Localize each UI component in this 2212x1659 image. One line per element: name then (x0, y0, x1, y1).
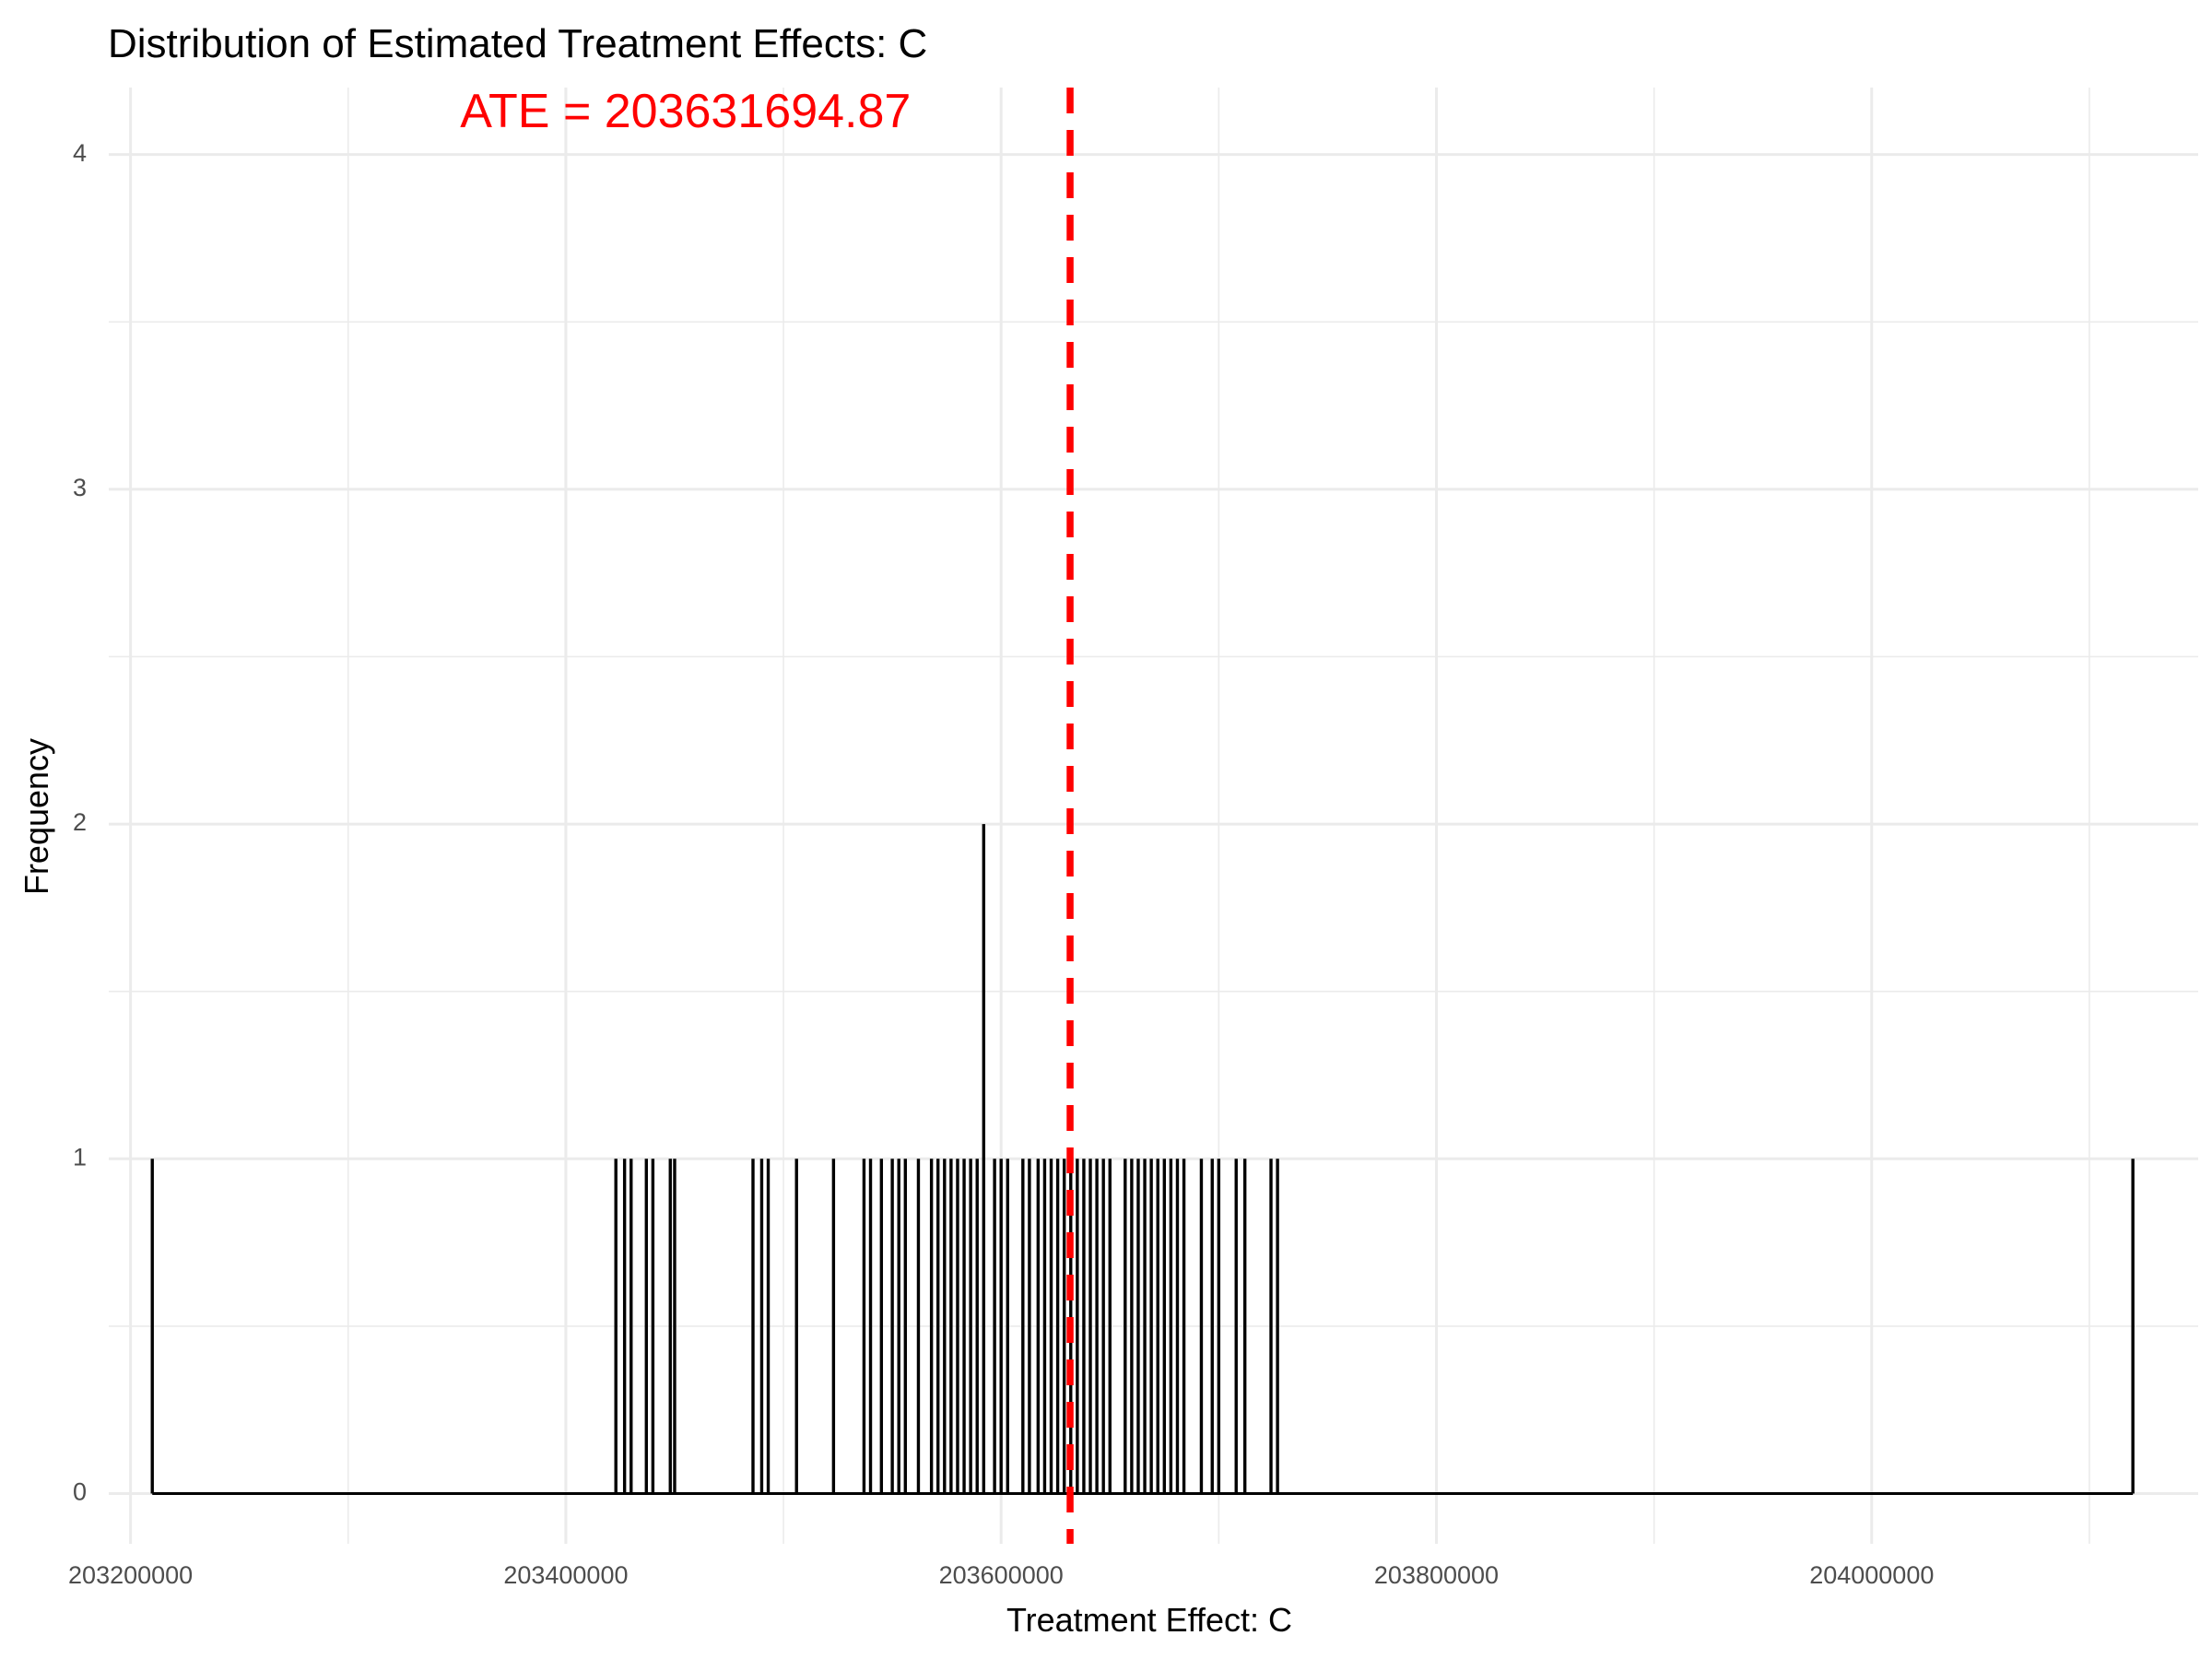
x-tick-label: 204000000 (1809, 1561, 1934, 1589)
y-tick-label: 1 (73, 1143, 87, 1171)
x-tick-label: 203400000 (503, 1561, 628, 1589)
y-axis-ticks: 0 1 2 3 4 (73, 139, 87, 1506)
x-tick-label: 203600000 (939, 1561, 1064, 1589)
x-tick-label: 203200000 (68, 1561, 193, 1589)
reference-line-group: ATE = 203631694.87 (460, 85, 1074, 1544)
y-axis-title: Frequency (18, 738, 55, 895)
y-tick-label: 3 (73, 474, 87, 501)
histogram-bars (150, 824, 2135, 1494)
y-tick-label: 2 (73, 808, 87, 836)
x-axis-ticks: 203200000 203400000 203600000 203800000 2040… (68, 1561, 1934, 1589)
x-axis-title: Treatment Effect: C (1006, 1601, 1292, 1639)
x-tick-label: 203800000 (1374, 1561, 1499, 1589)
gridlines (109, 88, 2198, 1544)
chart-title: Distribution of Estimated Treatment Effe… (108, 21, 927, 66)
y-tick-label: 4 (73, 139, 87, 167)
ate-annotation-label: ATE = 203631694.87 (460, 85, 911, 138)
y-tick-label: 0 (73, 1478, 87, 1506)
